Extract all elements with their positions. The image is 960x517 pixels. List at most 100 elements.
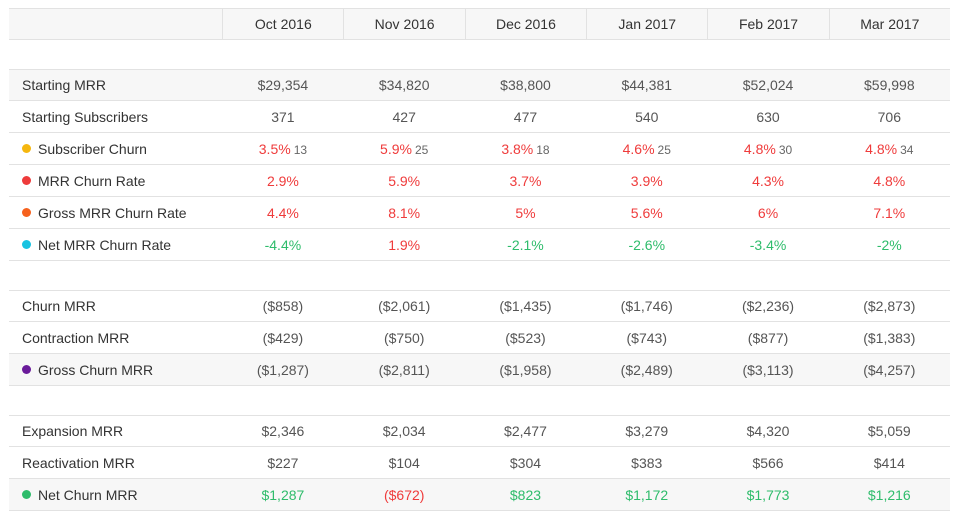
row-label-wrap: Net MRR Churn Rate: [9, 237, 222, 253]
table-row-contraction-mrr: Contraction MRR ($429) ($750) ($523) ($7…: [9, 322, 950, 354]
cell-value: $823: [509, 486, 542, 503]
cell-value: 371: [271, 108, 295, 125]
table-row-gross-mrr-churn-rate: Gross MRR Churn Rate 4.4% 8.1% 5% 5.6% 6…: [9, 197, 950, 229]
cell-value: ($2,873): [863, 298, 916, 314]
cell-value: $44,381: [621, 77, 673, 93]
table-row-subscriber-churn: Subscriber Churn 3.5% 13 5.9% 25 3.8% 18 4.…: [9, 133, 950, 165]
table-header: Oct 2016 Nov 2016 Dec 2016 Jan 2017 Feb …: [9, 8, 950, 40]
orange-dot-icon[interactable]: [22, 208, 31, 217]
cell-value: -2%: [876, 236, 902, 253]
cell-value: ($877): [747, 329, 789, 346]
section-gap: [9, 40, 950, 69]
row-label-wrap: Net Churn MRR: [9, 487, 222, 503]
table-row-churn-mrr: Churn MRR ($858) ($2,061) ($1,435) ($1,7…: [9, 290, 950, 322]
cell-value: 6%: [757, 204, 779, 221]
row-label: Starting MRR: [22, 77, 107, 93]
cell-value: ($2,489): [620, 361, 673, 378]
row-label-wrap: Gross Churn MRR: [9, 362, 222, 378]
cell-value: $1,216: [867, 486, 911, 503]
churn-count: 18: [536, 142, 550, 157]
month-header[interactable]: Oct 2016: [222, 9, 343, 39]
cell-value: ($2,236): [741, 298, 795, 314]
row-label: Gross MRR Churn Rate: [38, 204, 187, 221]
row-label: Gross Churn MRR: [38, 361, 154, 378]
churn-count: 25: [657, 142, 671, 157]
cell-value: 540: [635, 108, 659, 125]
churn-count: 34: [900, 142, 914, 157]
row-label: Net MRR Churn Rate: [38, 236, 172, 253]
churn-percent: 3.5%: [258, 140, 291, 157]
cell-value: $2,034: [382, 423, 426, 439]
cell-value: ($2,811): [378, 361, 430, 378]
churn-count: 13: [293, 142, 308, 157]
cell-value: 630: [756, 108, 780, 125]
churn-percent: 3.8%: [501, 140, 534, 157]
cell-value: $566: [752, 454, 784, 471]
table-row-net-churn-mrr: Net Churn MRR $1,287 ($672) $823 $1,172 …: [9, 479, 950, 511]
cell-value: ($1,383): [863, 329, 916, 346]
header-label-cell: [9, 9, 222, 39]
churn-percent: 5.9%: [380, 140, 412, 157]
cell-value: $2,346: [261, 423, 305, 439]
churn-percent: 4.6%: [622, 140, 655, 157]
metrics-table: Oct 2016 Nov 2016 Dec 2016 Jan 2017 Feb …: [9, 8, 950, 511]
purple-dot-icon[interactable]: [22, 365, 31, 374]
cell-value: 3.8% 18: [465, 141, 586, 157]
cell-value: $1,773: [746, 486, 790, 503]
month-header[interactable]: Jan 2017: [586, 9, 707, 39]
cell-value: 3.5% 13: [222, 141, 343, 157]
cell-value: ($750): [383, 329, 425, 346]
cell-value: $29,354: [257, 77, 309, 93]
cell-value: 4.8% 34: [829, 141, 950, 157]
cell-value: 5.9%: [388, 172, 421, 189]
table-row-reactivation-mrr: Reactivation MRR $227 $104 $304 $383 $56…: [9, 447, 950, 479]
cell-value: 4.4%: [266, 204, 299, 221]
table-row-expansion-mrr: Expansion MRR $2,346 $2,034 $2,477 $3,27…: [9, 415, 950, 447]
churn-percent: 4.8%: [743, 140, 776, 157]
row-label-wrap: MRR Churn Rate: [9, 173, 222, 189]
cell-value: $383: [631, 454, 663, 471]
cell-value: ($1,746): [620, 298, 673, 314]
month-header[interactable]: Mar 2017: [828, 9, 950, 39]
row-label: Expansion MRR: [22, 423, 124, 439]
cell-value: $414: [873, 454, 905, 471]
row-label-wrap: Gross MRR Churn Rate: [9, 205, 222, 221]
month-header[interactable]: Nov 2016: [343, 9, 464, 39]
cell-value: 3.7%: [509, 172, 542, 189]
cell-value: -4.4%: [264, 236, 302, 253]
cell-value: ($858): [262, 298, 304, 314]
cell-value: ($672): [383, 486, 425, 503]
cell-value: ($1,958): [499, 361, 552, 378]
cell-value: 4.8% 30: [707, 141, 828, 157]
cell-value: ($523): [505, 329, 546, 346]
cell-value: 7.1%: [873, 204, 906, 221]
row-label: Net Churn MRR: [38, 486, 138, 503]
cell-value: $38,800: [500, 77, 551, 93]
cell-value: 4.6% 25: [586, 141, 707, 157]
cell-value: $59,998: [864, 77, 915, 93]
cell-value: $227: [267, 454, 299, 471]
cell-value: -2.1%: [507, 236, 544, 253]
row-label: Starting Subscribers: [22, 108, 149, 125]
cell-value: $1,172: [625, 486, 669, 503]
row-label-wrap: Subscriber Churn: [9, 141, 222, 157]
green-dot-icon[interactable]: [22, 490, 31, 499]
section-gap: [9, 261, 950, 290]
cyan-dot-icon[interactable]: [22, 240, 31, 249]
cell-value: 4.3%: [752, 172, 784, 189]
yellow-dot-icon[interactable]: [22, 144, 31, 153]
month-header[interactable]: Feb 2017: [707, 9, 828, 39]
table-row-net-mrr-churn-rate: Net MRR Churn Rate -4.4% 1.9% -2.1% -2.6…: [9, 229, 950, 261]
month-header[interactable]: Dec 2016: [464, 9, 586, 39]
churn-count: 30: [778, 142, 793, 157]
cell-value: ($429): [262, 329, 304, 346]
row-label: Reactivation MRR: [22, 454, 135, 471]
row-label: Contraction MRR: [22, 329, 130, 346]
cell-value: 4.8%: [873, 172, 906, 189]
cell-value: $3,279: [625, 423, 669, 439]
cell-value: $5,059: [867, 423, 911, 439]
red-dot-icon[interactable]: [22, 176, 31, 185]
cell-value: 5.9% 25: [344, 141, 465, 157]
cell-value: $1,287: [261, 486, 305, 503]
cell-value: $34,820: [378, 77, 430, 93]
